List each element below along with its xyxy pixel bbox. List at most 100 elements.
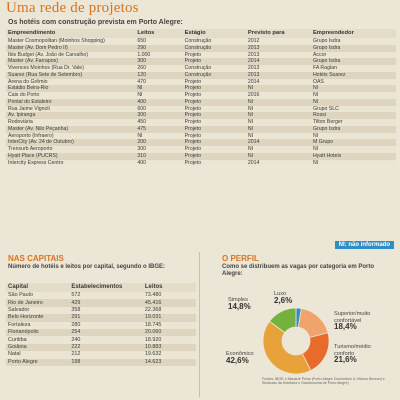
capital-cell-estabelecimentos: 198 (69, 358, 143, 366)
hotel-cell-leitos: 470 (135, 78, 183, 86)
capital-cell-estabelecimentos: 358 (69, 306, 143, 315)
hotels-table-header: Empreendimento Leitos Estágio Previsto p… (6, 29, 396, 38)
pie-slice-3 (262, 320, 312, 375)
section-divider (199, 252, 200, 397)
header-leitos-capital: Leitos (142, 283, 196, 292)
hotel-cell-estagio: Projeto (182, 152, 246, 160)
hotel-cell-estagio: Construção (182, 71, 246, 79)
hotel-cell-previsto: NI (245, 85, 311, 92)
hotel-cell-estagio: Projeto (182, 112, 246, 119)
capital-cell-capital: Rio de Janeiro (6, 299, 70, 307)
hotel-cell-leitos: 400 (135, 98, 183, 106)
hotel-cell-empreendedor: NI (310, 92, 396, 99)
hotel-cell-previsto: 2014 (245, 58, 311, 65)
table-row: Arena do Grêmio 470 Projeto 2014 OAS (6, 78, 396, 86)
capital-cell-capital: Salvador (6, 306, 70, 315)
hotel-cell-previsto: 2014 (245, 159, 311, 167)
hotel-cell-leitos: 450 (135, 119, 183, 126)
hotel-cell-empreendimento: Cais do Porto (6, 92, 136, 99)
hotel-cell-previsto: NI (245, 105, 311, 113)
table-row: Vivences Moinhos (Rua Dr. Vale) 260 Constr… (6, 65, 396, 72)
table-row: Belo Horizonte 291 19.031 (6, 314, 196, 322)
pie-value-turismo: 21,6% (334, 355, 357, 364)
hotel-cell-previsto: NI (245, 112, 311, 119)
hotel-cell-empreendedor: Hotéis Suarez (310, 71, 396, 79)
perfil-subtitle: Como se distribuem as vagas por categori… (222, 264, 375, 277)
table-row: Ibis Budget (Av. João de Carvalho) 1.000 P… (6, 51, 396, 59)
hotel-cell-leitos: 600 (135, 105, 183, 113)
hotel-cell-estagio: Construção (182, 44, 246, 52)
hotel-cell-leitos: NI (135, 92, 183, 99)
hotel-cell-empreendedor: FA Raglan (310, 65, 396, 72)
pie-label-luxo: Luxo 2,6% (274, 291, 292, 305)
capital-cell-capital: Porto Alegre (6, 358, 70, 366)
hotel-cell-estagio: Projeto (182, 146, 246, 153)
pie-label-turismo: Turismo/médio conforto 21,6% (334, 344, 386, 365)
hotel-cell-leitos: 300 (135, 112, 183, 119)
capital-cell-estabelecimentos: 280 (69, 321, 143, 329)
hotel-cell-empreendimento: Rua Jaime Vignoli (6, 105, 136, 113)
hotel-cell-empreendedor: Hyatt Hotels (310, 152, 396, 160)
hotel-cell-estagio: Projeto (182, 119, 246, 126)
pie-category-turismo: Turismo/médio conforto (334, 344, 371, 357)
header-estagio: Estágio (182, 29, 246, 38)
pie-category-superior: Superior/muito confortável (334, 311, 371, 324)
hotel-cell-empreendimento: InterCity (Av. 24 de Outubro) (6, 139, 136, 146)
capital-cell-estabelecimentos: 291 (69, 314, 143, 322)
capital-cell-capital: Natal (6, 351, 70, 359)
hotel-cell-empreendimento: Aeroporto (Infraero) (6, 132, 136, 140)
hotel-cell-previsto: NI (245, 146, 311, 153)
table-row: Fortaleza 280 18.745 (6, 321, 196, 329)
hotel-cell-estagio: Construção (182, 38, 246, 45)
hotel-cell-estagio: Projeto (182, 132, 246, 140)
pie-slice-0 (295, 307, 302, 328)
perfil-title: O PERFIL (222, 254, 259, 263)
table-row: Goiânia 222 10.883 (6, 343, 196, 352)
table-row: Master Cosmopolitan (Moinhos Shopping) 65… (6, 38, 396, 45)
hotel-cell-empreendimento: Pontal do Estaleiro (6, 98, 136, 106)
capital-cell-estabelecimentos: 254 (69, 328, 143, 337)
hotel-cell-previsto: 2012 (245, 38, 311, 45)
table-row: InterCity (Av. 24 de Outubro) 200 Projeto 2… (6, 139, 396, 146)
hotel-cell-previsto: NI (245, 98, 311, 106)
hotel-cell-empreendimento: Vivences Moinhos (Rua Dr. Vale) (6, 65, 136, 72)
hotel-cell-empreendedor: OAS (310, 78, 396, 86)
table-row: Intercity Express Centro 400 Projeto 2014 NI (6, 159, 396, 167)
header-empreendimento: Empreendimento (6, 29, 136, 38)
hotel-cell-empreendimento: Arena do Grêmio (6, 78, 136, 86)
table-row: Aeroporto (Infraero) NI Projeto NI NI (6, 132, 396, 140)
pie-label-economico: Econômico 42,6% (226, 351, 254, 365)
hotel-cell-empreendimento: Hyatt Place (PUCRS) (6, 152, 136, 160)
hotel-cell-leitos: 260 (135, 65, 183, 72)
hotel-cell-leitos: NI (135, 132, 183, 140)
table-row: Natal 212 19.632 (6, 351, 196, 359)
table-row: São Paulo 572 73.480 (6, 292, 196, 300)
hotel-cell-leitos: 120 (135, 71, 183, 79)
hotel-cell-leitos: NI (135, 85, 183, 92)
capital-cell-leitos: 22.368 (142, 306, 196, 315)
pie-label-simples: Simples 14,8% (228, 297, 251, 311)
hotel-cell-empreendedor: NI (310, 146, 396, 153)
hotel-cell-empreendedor: NI (310, 132, 396, 140)
hotel-cell-empreendimento: Master (Av. Nilo Peçanha) (6, 125, 136, 133)
hotel-cell-estagio: Projeto (182, 98, 246, 106)
hotel-cell-previsto: NI (245, 125, 311, 133)
hotel-cell-leitos: 650 (135, 38, 183, 45)
table-row: Suarez (Rua Sete de Setembro) 120 Construç… (6, 71, 396, 79)
hotel-cell-previsto: 2013 (245, 44, 311, 52)
pie-value-luxo: 2,6% (274, 295, 293, 305)
pie-category-economico: Econômico (226, 351, 254, 357)
hotel-cell-empreendedor: Tilton Berger (310, 119, 396, 126)
hotel-cell-estagio: Projeto (182, 139, 246, 146)
hotel-cell-empreendedor: NI (310, 159, 396, 167)
capital-cell-estabelecimentos: 212 (69, 351, 143, 359)
table-row: Trensurb Aeroporto 300 Projeto NI NI (6, 146, 396, 153)
hotel-cell-empreendimento: Suarez (Rua Sete de Setembro) (6, 71, 136, 79)
hotel-cell-leitos: 300 (135, 58, 183, 65)
hotel-cell-previsto: 2013 (245, 65, 311, 72)
hotel-cell-estagio: Projeto (182, 159, 246, 167)
chart-source: Fontes: IBGE e Mauarte Peixe (Porto Aleg… (262, 377, 385, 386)
hotel-cell-empreendimento: Ibis Budget (Av. João de Carvalho) (6, 51, 136, 59)
hotel-cell-empreendimento: Rodoviária (6, 119, 136, 126)
pie-value-superior: 18,4% (334, 322, 357, 331)
